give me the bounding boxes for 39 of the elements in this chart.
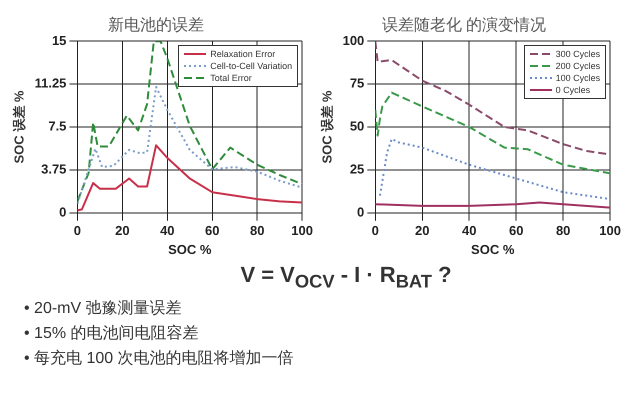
y-tick-label: 7.5 <box>48 118 66 134</box>
x-tick-label: 100 <box>291 223 314 238</box>
y-tick-label: 15 <box>52 32 66 48</box>
y-tick-label: 100 <box>342 32 364 48</box>
text: V = V$_{OCV}$ - I · R$_{BAT}$ ? <box>239 262 453 292</box>
text: • 20-mV 弛豫测量误差 <box>24 298 183 320</box>
legend-label: 300 Cycles <box>556 48 600 60</box>
x-tick-label: 40 <box>462 223 476 238</box>
y-tick-label: 0 <box>357 204 364 220</box>
x-tick-label: 20 <box>415 223 430 238</box>
y-tick-label: 25 <box>350 161 364 176</box>
x-axis-title: SOC % <box>471 242 515 257</box>
y-axis-title: SOC 误差 % <box>11 90 26 164</box>
y-tick-label: 50 <box>350 118 364 134</box>
legend-label: 100 Cycles <box>556 72 600 84</box>
text: • 每充电 100 次电池的电阻将增加一倍 <box>24 348 295 370</box>
x-tick-label: 0 <box>372 223 379 238</box>
y-tick-label: 0 <box>59 204 66 220</box>
x-tick-label: 60 <box>205 223 220 238</box>
x-tick-label: 20 <box>115 223 130 238</box>
chart-title: 新电池的误差 <box>108 16 204 34</box>
x-tick-label: 100 <box>599 223 622 238</box>
x-tick-label: 0 <box>74 223 82 238</box>
y-tick-label: 3.75 <box>41 161 66 176</box>
legend-label: Cell-to-Cell Variation <box>210 60 292 72</box>
y-axis-title: SOC 误差 % <box>319 90 334 164</box>
text: • 15% 的电池间电阻容差 <box>24 324 200 344</box>
x-axis-title: SOC % <box>168 242 212 257</box>
x-tick-label: 80 <box>250 223 264 238</box>
legend-label: 200 Cycles <box>556 60 600 72</box>
x-tick-label: 40 <box>160 223 175 238</box>
x-tick-label: 60 <box>508 223 524 238</box>
y-tick-label: 11.25 <box>34 76 66 91</box>
legend-label: Relaxation Error <box>210 48 276 60</box>
chart-title: 误差随老化 的演变情况 <box>382 16 546 34</box>
x-tick-label: 80 <box>556 223 570 238</box>
legend-label: 0 Cycles <box>556 84 590 96</box>
y-tick-label: 75 <box>350 76 364 91</box>
legend-label: Total Error <box>210 72 252 84</box>
